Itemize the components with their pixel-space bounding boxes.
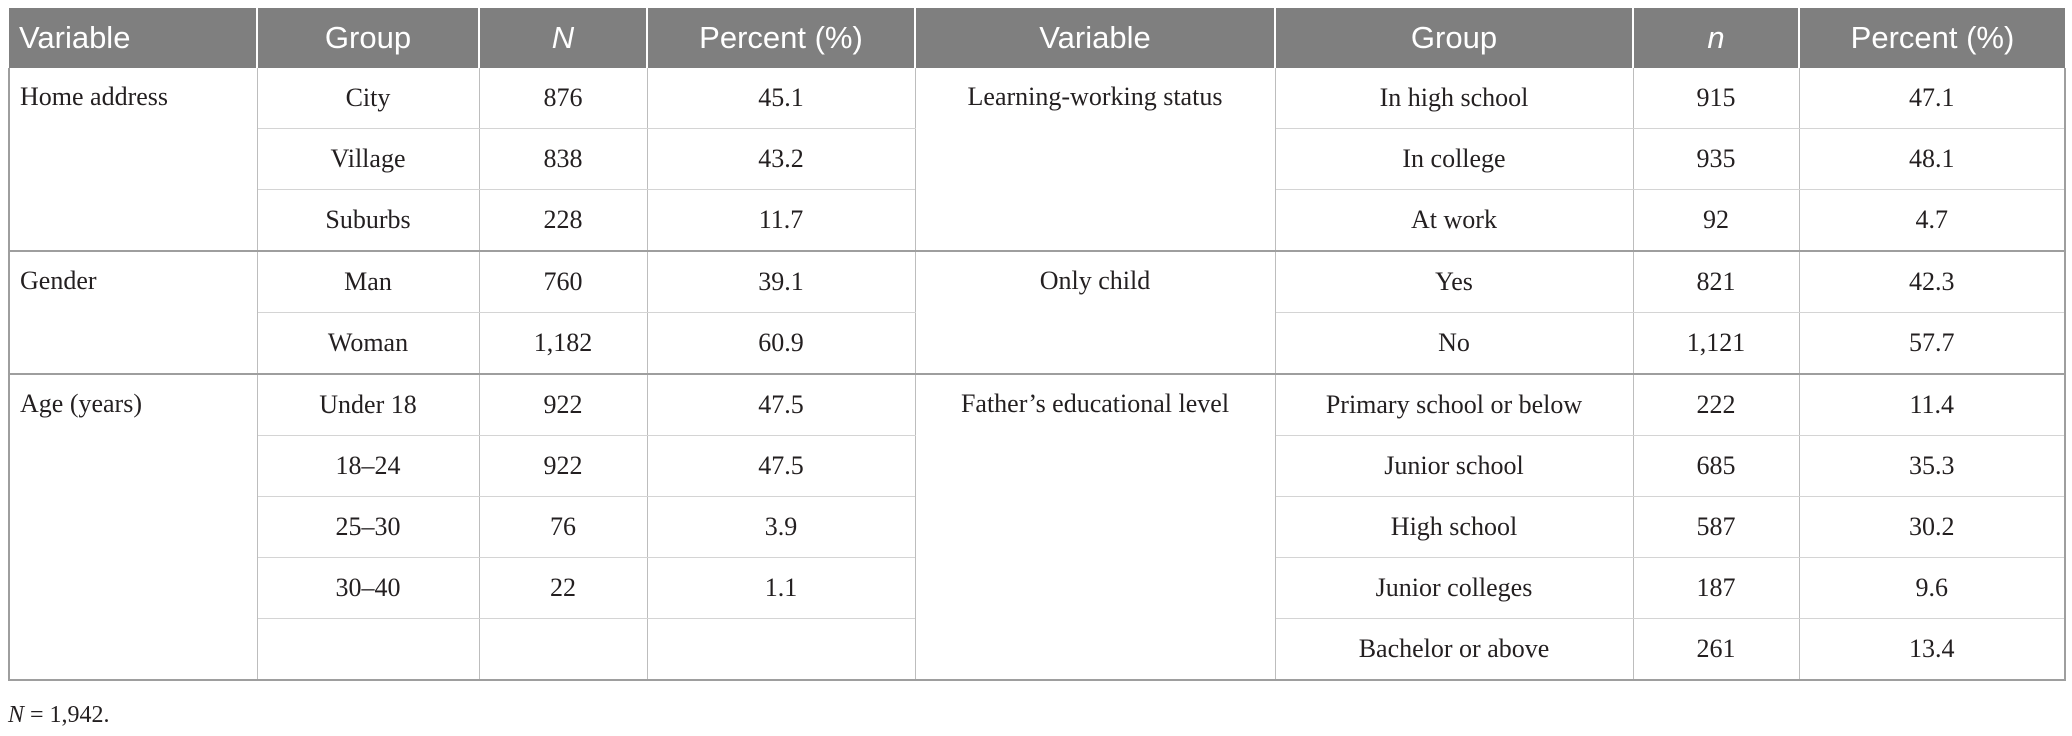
percent-cell: 11.4: [1798, 374, 2066, 436]
percent-cell: 43.2: [646, 128, 916, 190]
percent-cell: 45.1: [646, 68, 916, 129]
n-cell: 1,121: [1632, 312, 1800, 375]
group-cell: Under 18: [256, 374, 480, 436]
table-row: 25–30 76 3.9 High school 587 30.2: [9, 496, 2066, 558]
n-cell: 760: [478, 251, 648, 313]
n-cell: 922: [478, 374, 648, 436]
n-cell: 261: [1632, 618, 1800, 681]
group-cell: Yes: [1274, 251, 1634, 313]
percent-cell: 48.1: [1798, 128, 2066, 190]
group-cell: In high school: [1274, 68, 1634, 129]
header-group-right: Group: [1275, 8, 1634, 68]
header-group-left: Group: [257, 8, 480, 68]
group-cell: Woman: [256, 312, 480, 375]
group-cell: At work: [1274, 189, 1634, 252]
percent-cell: 60.9: [646, 312, 916, 375]
n-cell: 935: [1632, 128, 1800, 190]
header-n-right: n: [1633, 8, 1800, 68]
n-cell: 915: [1632, 68, 1800, 129]
footnote-symbol: N: [8, 702, 25, 728]
n-cell: 838: [478, 128, 648, 190]
header-percent-left: Percent (%): [647, 8, 916, 68]
n-cell: 22: [478, 557, 648, 619]
variable-learning-working-status: Learning-working status: [914, 68, 1276, 252]
percent-cell: 13.4: [1798, 618, 2066, 681]
n-cell: 228: [478, 189, 648, 252]
header-row: Variable Group N Percent (%) Variable Gr…: [9, 8, 2065, 68]
table-row: Suburbs 228 11.7 At work 92 4.7: [9, 189, 2066, 252]
n-cell: 1,182: [478, 312, 648, 375]
group-cell: 18–24: [256, 435, 480, 497]
n-cell: 922: [478, 435, 648, 497]
n-cell: 222: [1632, 374, 1800, 436]
empty-n-cell: [478, 618, 648, 681]
empty-group-cell: [256, 618, 480, 681]
header-variable-right: Variable: [915, 8, 1276, 68]
table-row: Woman 1,182 60.9 No 1,121 57.7: [9, 312, 2066, 375]
percent-cell: 3.9: [646, 496, 916, 558]
n-cell: 876: [478, 68, 648, 129]
group-cell: Junior colleges: [1274, 557, 1634, 619]
group-cell: 30–40: [256, 557, 480, 619]
table-row: Age (years) Under 18 922 47.5 Father’s e…: [8, 374, 2066, 681]
percent-cell: 30.2: [1798, 496, 2066, 558]
table-row: Bachelor or above 261 13.4: [9, 618, 2066, 681]
empty-percent-cell: [646, 618, 916, 681]
table-row: 30–40 22 1.1 Junior colleges 187 9.6: [9, 557, 2066, 619]
table-footnote: N = 1,942.: [8, 702, 110, 729]
group-cell: In college: [1274, 128, 1634, 190]
variable-fathers-educational-level: Father’s educational level: [914, 374, 1276, 681]
table-row: Home address City 876 45.1 Learning-work…: [8, 68, 2066, 252]
n-cell: 76: [478, 496, 648, 558]
demographics-table: Variable Group N Percent (%) Variable Gr…: [8, 8, 2066, 681]
percent-cell: 47.5: [646, 374, 916, 436]
group-cell: High school: [1274, 496, 1634, 558]
percent-cell: 57.7: [1798, 312, 2066, 375]
group-cell: Junior school: [1274, 435, 1634, 497]
table-row: Gender Man 760 39.1 Only child Yes 821 4…: [8, 251, 2066, 375]
group-cell: City: [256, 68, 480, 129]
group-cell: Suburbs: [256, 189, 480, 252]
percent-cell: 47.1: [1798, 68, 2066, 129]
group-cell: No: [1274, 312, 1634, 375]
variable-home-address: Home address: [8, 68, 258, 252]
percent-cell: 11.7: [646, 189, 916, 252]
n-cell: 92: [1632, 189, 1800, 252]
percent-cell: 47.5: [646, 435, 916, 497]
header-percent-right: Percent (%): [1799, 8, 2065, 68]
variable-only-child: Only child: [914, 251, 1276, 375]
table-row: Village 838 43.2 In college 935 48.1: [9, 128, 2066, 190]
percent-cell: 9.6: [1798, 557, 2066, 619]
n-cell: 821: [1632, 251, 1800, 313]
header-variable-left: Variable: [9, 8, 258, 68]
percent-cell: 1.1: [646, 557, 916, 619]
percent-cell: 39.1: [646, 251, 916, 313]
n-cell: 685: [1632, 435, 1800, 497]
percent-cell: 4.7: [1798, 189, 2066, 252]
group-cell: Village: [256, 128, 480, 190]
percent-cell: 35.3: [1798, 435, 2066, 497]
table-row: 18–24 922 47.5 Junior school 685 35.3: [9, 435, 2066, 497]
group-cell: Man: [256, 251, 480, 313]
footnote-text: = 1,942.: [24, 702, 110, 728]
variable-age-years: Age (years): [8, 374, 258, 681]
header-n-left: N: [479, 8, 648, 68]
group-cell: 25–30: [256, 496, 480, 558]
group-cell: Bachelor or above: [1274, 618, 1634, 681]
percent-cell: 42.3: [1798, 251, 2066, 313]
group-cell: Primary school or below: [1274, 374, 1634, 436]
n-cell: 187: [1632, 557, 1800, 619]
variable-gender: Gender: [8, 251, 258, 375]
n-cell: 587: [1632, 496, 1800, 558]
